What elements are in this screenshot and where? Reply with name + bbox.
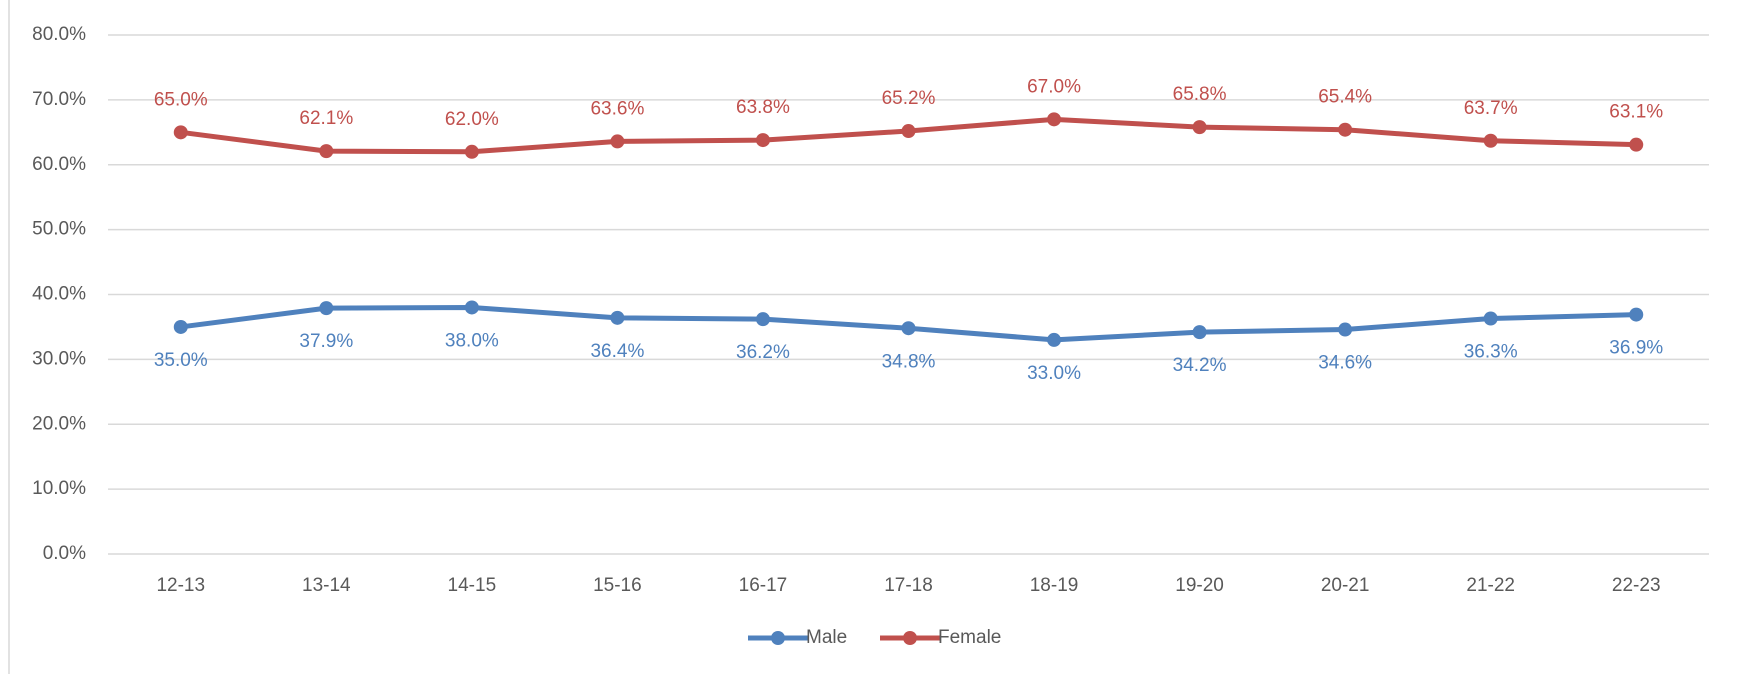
x-tick-label: 12-13 bbox=[156, 575, 205, 596]
data-point bbox=[173, 319, 188, 334]
data-label: 65.4% bbox=[1318, 87, 1372, 108]
data-point bbox=[901, 321, 916, 336]
data-label: 63.6% bbox=[590, 98, 644, 119]
legend-label: Male bbox=[806, 627, 847, 648]
x-tick-label: 17-18 bbox=[884, 575, 933, 596]
x-tick-label: 13-14 bbox=[302, 575, 351, 596]
data-label: 36.2% bbox=[736, 342, 790, 363]
y-tick-label: 30.0% bbox=[32, 348, 86, 369]
x-tick-label: 22-23 bbox=[1612, 575, 1661, 596]
data-label: 35.0% bbox=[154, 350, 208, 371]
data-point bbox=[1629, 307, 1644, 322]
x-tick-label: 18-19 bbox=[1030, 575, 1079, 596]
data-point bbox=[755, 312, 770, 327]
data-point bbox=[1629, 137, 1644, 152]
x-tick-label: 21-22 bbox=[1466, 575, 1515, 596]
x-tick-label: 20-21 bbox=[1321, 575, 1370, 596]
y-tick-label: 50.0% bbox=[32, 219, 86, 240]
data-point bbox=[901, 124, 916, 139]
x-tick-label: 16-17 bbox=[739, 575, 788, 596]
y-tick-label: 60.0% bbox=[32, 154, 86, 175]
x-tick-label: 14-15 bbox=[448, 575, 497, 596]
y-tick-label: 80.0% bbox=[32, 24, 86, 45]
data-label: 67.0% bbox=[1027, 76, 1081, 97]
data-point bbox=[1483, 311, 1498, 326]
data-label: 33.0% bbox=[1027, 363, 1081, 384]
data-point bbox=[1047, 112, 1062, 127]
data-point bbox=[319, 144, 334, 159]
data-label: 34.6% bbox=[1318, 353, 1372, 374]
data-label: 38.0% bbox=[445, 330, 499, 351]
data-point bbox=[173, 125, 188, 140]
data-label: 63.1% bbox=[1609, 102, 1663, 123]
data-label: 62.1% bbox=[299, 108, 353, 129]
data-label: 34.8% bbox=[882, 351, 936, 372]
data-label: 36.9% bbox=[1609, 338, 1663, 359]
data-label: 37.9% bbox=[299, 331, 353, 352]
data-label: 65.8% bbox=[1173, 84, 1227, 105]
data-label: 63.8% bbox=[736, 97, 790, 118]
data-label: 34.2% bbox=[1173, 355, 1227, 376]
data-label: 63.7% bbox=[1464, 98, 1518, 119]
y-tick-label: 40.0% bbox=[32, 284, 86, 305]
data-point bbox=[1483, 133, 1498, 148]
x-tick-label: 15-16 bbox=[593, 575, 642, 596]
y-tick-label: 0.0% bbox=[43, 543, 86, 564]
data-point bbox=[464, 144, 479, 159]
data-point bbox=[1192, 325, 1207, 340]
y-tick-label: 10.0% bbox=[32, 478, 86, 499]
legend-marker bbox=[771, 631, 785, 645]
data-point bbox=[610, 134, 625, 149]
data-label: 65.0% bbox=[154, 89, 208, 110]
data-label: 36.3% bbox=[1464, 342, 1518, 363]
data-point bbox=[1047, 332, 1062, 347]
data-point bbox=[1338, 322, 1353, 337]
data-point bbox=[610, 310, 625, 325]
data-point bbox=[319, 301, 334, 316]
x-tick-label: 19-20 bbox=[1175, 575, 1224, 596]
data-label: 65.2% bbox=[882, 88, 936, 109]
data-point bbox=[755, 133, 770, 148]
data-point bbox=[1338, 122, 1353, 137]
data-label: 62.0% bbox=[445, 109, 499, 130]
data-label: 36.4% bbox=[590, 341, 644, 362]
legend-marker bbox=[903, 631, 917, 645]
legend-label: Female bbox=[938, 627, 1001, 648]
y-tick-label: 70.0% bbox=[32, 89, 86, 110]
y-tick-label: 20.0% bbox=[32, 413, 86, 434]
data-point bbox=[1192, 120, 1207, 135]
data-point bbox=[464, 300, 479, 315]
